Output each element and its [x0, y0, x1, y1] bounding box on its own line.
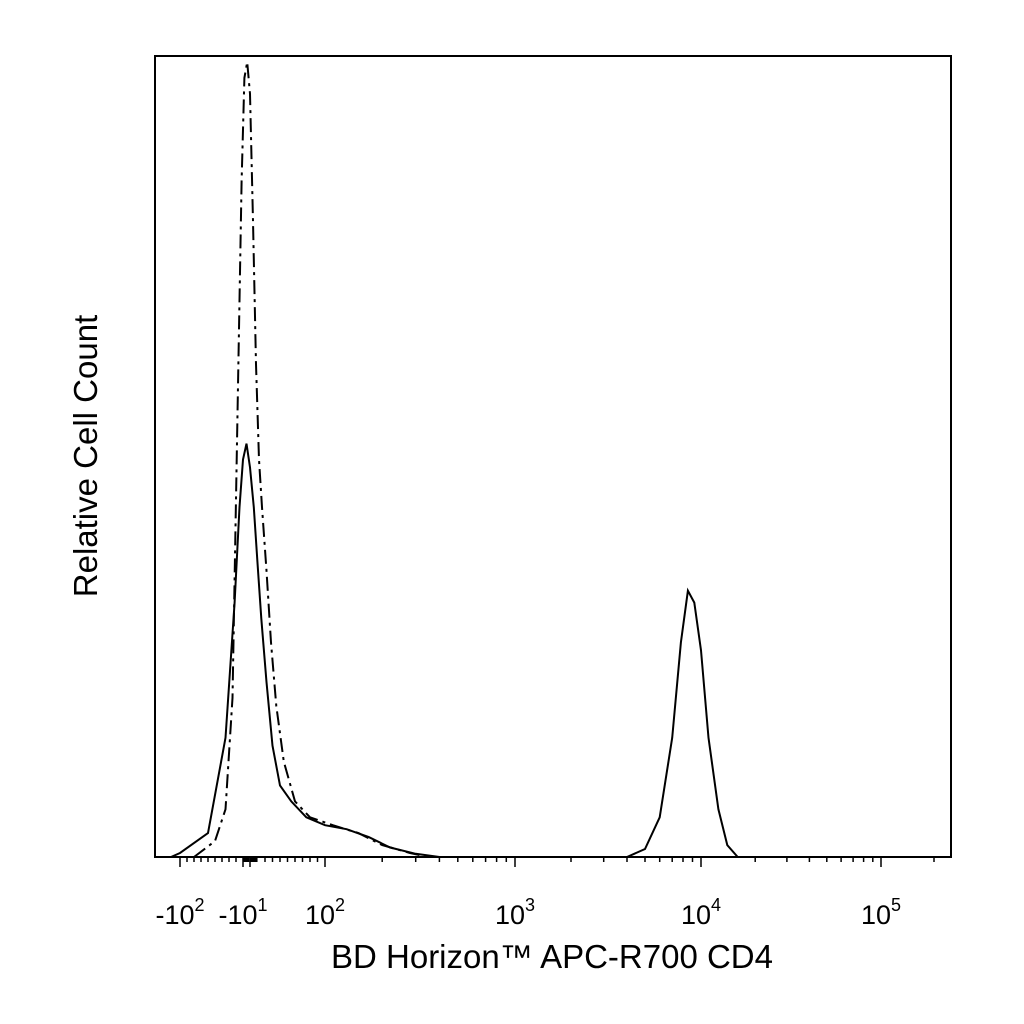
x-tick-label: -101 [218, 895, 267, 930]
x-axis-ticks [179, 857, 935, 867]
x-axis-tick-labels: -102 -101 102 103 104 105 [155, 895, 901, 930]
x-tick-label: 103 [495, 895, 535, 930]
x-tick-label: 102 [305, 895, 345, 930]
series-2-line [170, 443, 739, 858]
x-tick-label: -102 [155, 895, 204, 930]
x-tick-label: 105 [861, 895, 901, 930]
x-tick-label: 104 [681, 895, 721, 930]
y-axis-label: Relative Cell Count [67, 315, 104, 597]
series-layer [170, 61, 739, 858]
series-1-line [193, 61, 429, 858]
x-axis-label: BD Horizon™ APC-R700 CD4 [331, 938, 773, 975]
plot-frame [154, 55, 952, 858]
